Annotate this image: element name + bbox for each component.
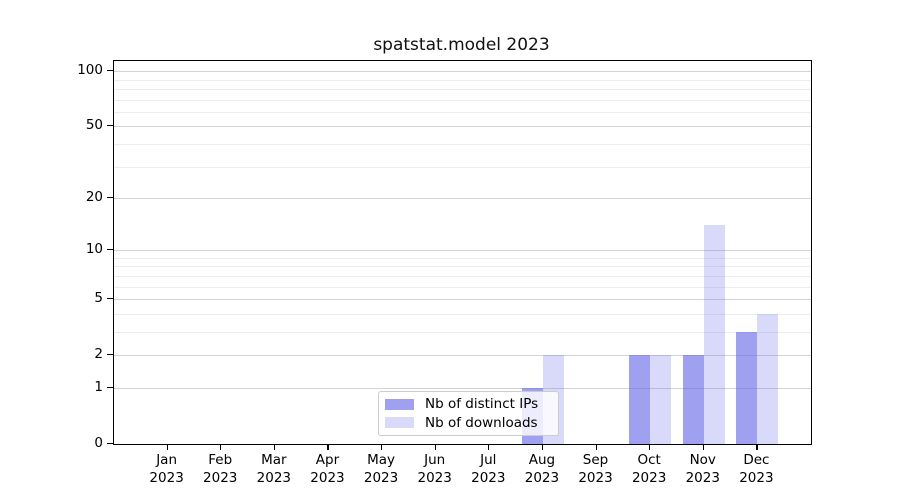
x-tick-year: 2023 xyxy=(685,469,720,486)
x-tick-mark xyxy=(220,444,222,450)
y-tick-mark xyxy=(107,197,113,199)
gridline-minor xyxy=(114,266,811,268)
y-tick-label: 50 xyxy=(85,117,103,134)
y-tick-label: 5 xyxy=(94,290,103,307)
y-tick-label: 2 xyxy=(94,346,103,363)
y-tick-label: 20 xyxy=(85,189,103,205)
y-tick-label: 100 xyxy=(77,62,103,79)
x-tick-mark xyxy=(702,444,704,450)
grid-layer xyxy=(114,61,811,444)
y-tick-label: 0 xyxy=(94,435,103,451)
y-tick-label: 1 xyxy=(94,378,103,395)
x-tick-label: Apr 2023 xyxy=(299,452,355,487)
chart-title: spatstat.model 2023 xyxy=(373,35,550,55)
x-tick-label: Aug 2023 xyxy=(514,452,570,487)
bar-nb-of-downloads-oct xyxy=(650,355,672,444)
x-tick-mark xyxy=(541,444,544,450)
gridline-minor xyxy=(114,111,811,113)
y-tick-mark xyxy=(107,354,113,356)
x-tick-year: 2023 xyxy=(739,469,774,486)
x-tick-year: 2023 xyxy=(524,469,560,486)
gridline-major xyxy=(114,71,811,73)
legend-swatch xyxy=(385,417,414,429)
gridline-minor xyxy=(114,275,811,277)
x-tick-year: 2023 xyxy=(256,469,292,486)
gridline-minor xyxy=(114,331,811,333)
x-tick-mark xyxy=(381,444,383,450)
y-tick-mark xyxy=(107,249,113,251)
plot-area: Nb of distinct IPs Nb of downloads xyxy=(113,60,812,445)
bar-nb-of-distinct-ips-dec xyxy=(736,331,758,444)
bar-nb-of-distinct-ips-oct xyxy=(629,355,651,444)
x-tick-label: Jul 2023 xyxy=(460,452,516,487)
gridline-minor xyxy=(114,88,811,90)
x-tick-label: Feb 2023 xyxy=(192,452,248,487)
legend: Nb of distinct IPs Nb of downloads xyxy=(378,391,559,436)
x-tick-year: 2023 xyxy=(631,469,667,486)
x-tick-year: 2023 xyxy=(310,469,345,486)
gridline-minor xyxy=(114,143,811,145)
gridline-major xyxy=(114,250,811,252)
bar-nb-of-downloads-nov xyxy=(703,225,725,444)
x-tick-mark xyxy=(488,444,490,450)
x-tick-label: Jan 2023 xyxy=(139,452,195,487)
x-tick-year: 2023 xyxy=(417,469,452,486)
gridline-minor xyxy=(114,166,811,168)
gridline-major xyxy=(114,355,811,357)
x-tick-year: 2023 xyxy=(471,469,506,486)
x-tick-label: May 2023 xyxy=(353,452,409,487)
legend-label: Nb of distinct IPs xyxy=(425,396,539,413)
x-tick-mark xyxy=(649,444,651,450)
x-tick-label: Nov 2023 xyxy=(675,452,731,487)
gridline-major xyxy=(114,126,811,128)
y-tick-mark xyxy=(107,125,113,127)
x-tick-year: 2023 xyxy=(149,469,184,486)
bar-nb-of-downloads-dec xyxy=(757,313,779,444)
gridline-minor xyxy=(114,313,811,315)
gridline-minor xyxy=(114,99,811,101)
y-tick-mark xyxy=(107,386,113,389)
x-tick-mark xyxy=(595,444,597,450)
x-tick-year: 2023 xyxy=(363,469,399,486)
legend-swatch xyxy=(385,398,414,410)
gridline-minor xyxy=(114,257,811,259)
x-tick-label: Mar 2023 xyxy=(246,452,302,487)
gridline-major xyxy=(114,387,811,389)
x-tick-year: 2023 xyxy=(203,469,238,486)
x-tick-mark xyxy=(273,444,276,450)
bar-nb-of-distinct-ips-nov xyxy=(682,355,704,444)
gridline-major xyxy=(114,198,811,199)
x-tick-mark xyxy=(166,444,168,450)
y-tick-mark xyxy=(107,443,113,445)
y-tick-mark xyxy=(107,70,113,72)
y-tick-label: 10 xyxy=(85,241,103,258)
legend-row: Nb of downloads xyxy=(385,415,558,431)
gridline-major xyxy=(114,299,811,301)
legend-label: Nb of downloads xyxy=(425,414,538,431)
x-tick-label: Jun 2023 xyxy=(407,452,463,487)
x-tick-year: 2023 xyxy=(578,469,613,486)
x-tick-label: Oct 2023 xyxy=(621,452,677,487)
x-tick-label: Dec 2023 xyxy=(728,452,784,487)
gridline-minor xyxy=(114,286,811,288)
x-tick-mark xyxy=(756,444,758,450)
legend-row: Nb of distinct IPs xyxy=(385,396,558,412)
x-tick-label: Sep 2023 xyxy=(568,452,624,487)
x-tick-mark xyxy=(327,444,329,450)
gridline-minor xyxy=(114,79,811,81)
y-tick-mark xyxy=(107,298,113,300)
x-tick-mark xyxy=(434,444,436,450)
